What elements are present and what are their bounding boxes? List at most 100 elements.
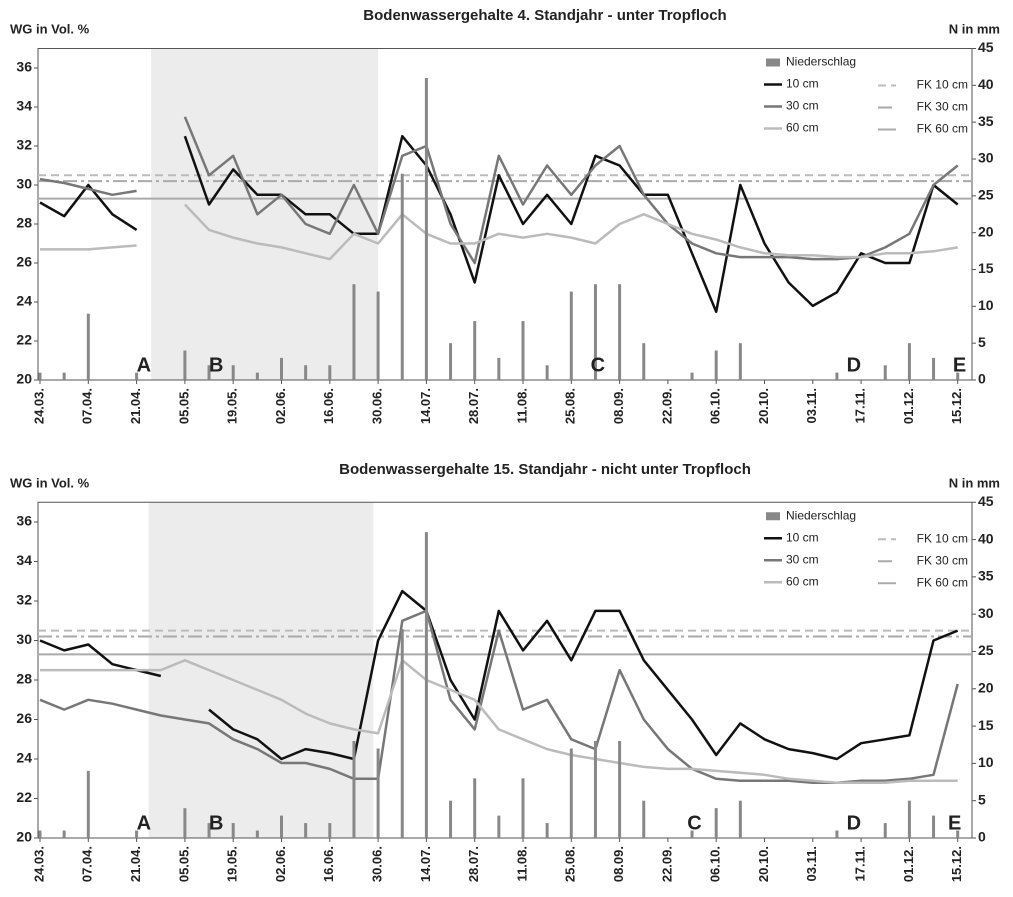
precipitation-bar <box>38 372 42 380</box>
precipitation-bar <box>376 748 380 838</box>
precipitation-bar <box>473 321 477 380</box>
x-tick-label: 01.12. <box>901 846 916 882</box>
precipitation-bar <box>183 350 187 380</box>
y2-tick-label: 30 <box>978 605 994 621</box>
precipitation-bar <box>738 800 742 838</box>
shaded-period <box>151 48 379 380</box>
period-label: A <box>137 812 151 834</box>
legend-label: 30 cm <box>786 99 819 113</box>
legend-label: 60 cm <box>786 121 819 135</box>
series-line <box>40 203 958 261</box>
precipitation-bar <box>424 77 428 380</box>
y2-tick-label: 10 <box>978 297 994 313</box>
legend-label: Niederschlag <box>786 55 856 69</box>
precipitation-bar <box>424 532 428 838</box>
precipitation-bar <box>907 343 911 380</box>
precipitation-bar <box>932 357 936 380</box>
precipitation-bar <box>618 741 622 838</box>
x-tick-label: 30.06. <box>370 846 385 882</box>
precipitation-bar <box>835 372 839 380</box>
precipitation-bar <box>207 365 211 380</box>
x-tick-label: 05.05. <box>176 388 191 424</box>
legend-label: FK 30 cm <box>917 553 968 567</box>
period-label: C <box>687 812 701 834</box>
x-tick-label: 22.09. <box>659 846 674 882</box>
y2-tick-label: 40 <box>978 530 994 546</box>
precipitation-bar <box>690 372 694 380</box>
period-label: C <box>591 354 605 376</box>
y2-tick-label: 5 <box>978 791 986 807</box>
y-tick-label: 28 <box>16 215 32 231</box>
x-tick-label: 30.06. <box>370 388 385 424</box>
precipitation-bar <box>956 372 960 380</box>
y-tick-label: 30 <box>16 176 32 192</box>
y2-axis-title: N in mm <box>949 21 1000 36</box>
x-tick-label: 07.04. <box>80 846 95 882</box>
precipitation-bar <box>352 741 356 838</box>
x-tick-label: 15.12. <box>949 846 964 882</box>
precipitation-bar <box>304 365 308 380</box>
x-tick-label: 06.10. <box>708 388 723 424</box>
precipitation-bar <box>280 815 283 838</box>
y-axis-title: WG in Vol. % <box>10 475 90 490</box>
precipitation-bar <box>304 823 308 838</box>
y2-tick-label: 5 <box>978 334 986 350</box>
y2-tick-label: 25 <box>978 642 994 658</box>
x-tick-label: 28.07. <box>466 388 481 424</box>
precipitation-bar <box>207 823 211 838</box>
precipitation-bar <box>714 808 718 838</box>
y-tick-label: 24 <box>16 293 32 309</box>
y-tick-label: 20 <box>16 829 32 845</box>
legend-label: Niederschlag <box>786 508 856 522</box>
period-label: D <box>847 812 861 834</box>
precipitation-bar <box>545 365 549 380</box>
period-label: D <box>847 354 861 376</box>
x-tick-label: 19.05. <box>225 388 240 424</box>
y-tick-label: 36 <box>16 513 32 529</box>
y-tick-label: 34 <box>16 98 32 114</box>
legend-label: 10 cm <box>786 77 819 91</box>
y2-tick-label: 20 <box>978 679 994 695</box>
x-tick-label: 25.08. <box>563 846 578 882</box>
y-tick-label: 30 <box>16 631 32 647</box>
x-tick-label: 08.09. <box>611 846 626 882</box>
y-tick-label: 32 <box>16 592 32 608</box>
x-tick-label: 16.06. <box>321 846 336 882</box>
y-axis-title: WG in Vol. % <box>10 21 90 36</box>
chart-title: Bodenwassergehalte 4. Standjahr - unter … <box>363 7 726 24</box>
x-tick-label: 14.07. <box>418 388 433 424</box>
precipitation-bar <box>255 830 259 838</box>
y2-tick-label: 25 <box>978 187 994 203</box>
precipitation-bar <box>400 629 404 838</box>
y-tick-label: 36 <box>16 59 32 75</box>
y2-tick-label: 35 <box>978 113 994 129</box>
precipitation-bar <box>738 343 742 380</box>
x-tick-label: 03.11. <box>804 846 819 881</box>
x-tick-label: 05.05. <box>176 846 191 882</box>
y2-tick-label: 45 <box>978 39 994 55</box>
precipitation-bar <box>473 778 477 838</box>
y-tick-label: 26 <box>16 254 32 270</box>
y2-tick-label: 0 <box>978 371 986 387</box>
x-tick-label: 07.04. <box>80 388 95 424</box>
x-tick-label: 02.06. <box>273 388 288 424</box>
legend-label: FK 30 cm <box>917 100 968 114</box>
series-line <box>39 609 959 784</box>
precipitation-bar <box>400 173 404 380</box>
precipitation-bar <box>352 284 356 380</box>
x-tick-label: 28.07. <box>466 846 481 882</box>
x-tick-label: 01.12. <box>901 388 916 424</box>
y-tick-label: 24 <box>16 750 32 766</box>
precipitation-bar <box>907 800 911 838</box>
x-tick-label: 25.08. <box>563 388 578 424</box>
precipitation-bar <box>135 372 139 380</box>
legend-label: 30 cm <box>786 552 819 566</box>
precipitation-bar <box>231 365 235 380</box>
legend-swatch <box>766 512 780 521</box>
y-tick-label: 20 <box>16 371 32 387</box>
precipitation-bar <box>521 778 525 838</box>
precipitation-bar <box>521 321 525 380</box>
y-tick-label: 22 <box>16 332 32 348</box>
y2-tick-label: 10 <box>978 754 994 770</box>
